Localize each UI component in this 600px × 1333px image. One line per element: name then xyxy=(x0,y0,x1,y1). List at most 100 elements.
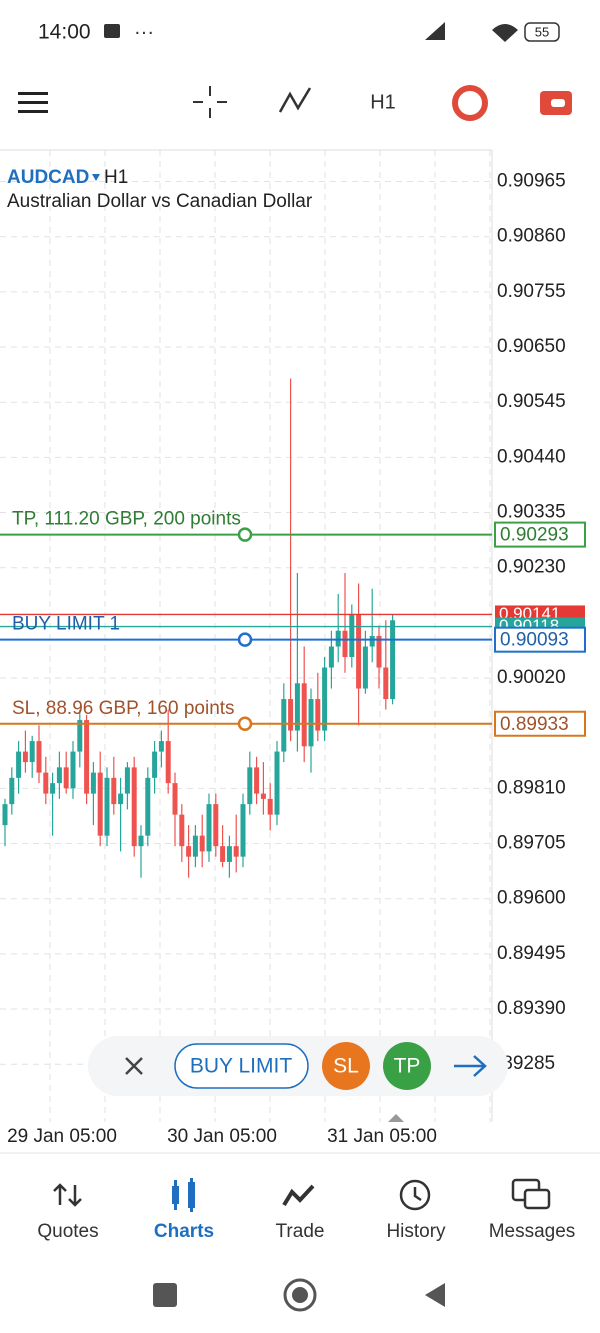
candle-body xyxy=(240,804,246,857)
candle-body xyxy=(383,667,389,700)
sl-button[interactable] xyxy=(322,1042,370,1090)
candle-body xyxy=(213,804,219,847)
candle-body xyxy=(220,846,226,862)
level-price-box xyxy=(494,521,586,548)
symbol-dropdown[interactable] xyxy=(92,174,100,181)
y-tick-label: 0.90860 xyxy=(497,226,566,247)
candle-body xyxy=(43,772,49,794)
y-tick-label: 0.90335 xyxy=(497,502,566,523)
candle-body xyxy=(63,767,69,789)
candle-body xyxy=(342,630,348,658)
objects-button[interactable] xyxy=(452,85,488,121)
history-hand xyxy=(413,1187,422,1202)
menu-button[interactable] xyxy=(18,92,48,113)
x-tick-label: 30 Jan 05:00 xyxy=(167,1126,277,1147)
recents-button[interactable] xyxy=(153,1283,177,1307)
y-tick-label: 0.90440 xyxy=(497,446,566,467)
nav-label[interactable]: Quotes xyxy=(37,1221,98,1242)
charts-icon[interactable] xyxy=(172,1178,195,1212)
candle-body xyxy=(349,614,355,658)
next-button[interactable] xyxy=(454,1055,487,1077)
level-price: 0.89933 xyxy=(500,714,569,735)
candle-body xyxy=(36,741,42,773)
y-tick-label: 0.89600 xyxy=(497,888,566,909)
chart: 0.90965 0.90860 0.90755 0.90650 0.90545 0.904… xyxy=(0,150,586,1147)
chart-timeframe: H1 xyxy=(104,167,128,188)
status-icon xyxy=(104,24,120,38)
candle-body xyxy=(50,783,56,794)
sl-label[interactable]: SL xyxy=(333,1055,359,1078)
nav-label[interactable]: History xyxy=(386,1221,446,1242)
candle-body xyxy=(138,835,144,847)
candle-body xyxy=(172,783,178,815)
messages-icon-back xyxy=(523,1188,551,1210)
close-button[interactable] xyxy=(125,1057,143,1075)
candle-body xyxy=(294,683,300,731)
indicators-button[interactable] xyxy=(278,87,312,113)
candle-body xyxy=(233,846,239,857)
y-tick-label: .89285 xyxy=(497,1053,555,1074)
order-type-button[interactable] xyxy=(174,1043,309,1089)
crosshair-button[interactable] xyxy=(193,86,227,118)
nav-label[interactable]: Charts xyxy=(154,1221,214,1242)
candle-body xyxy=(260,793,266,799)
home-dot xyxy=(292,1287,308,1303)
candle-body xyxy=(158,741,164,752)
tp-label[interactable]: TP xyxy=(394,1055,421,1078)
y-tick-label: 0.90965 xyxy=(497,171,566,192)
y-tick-label: 0.89810 xyxy=(497,777,566,798)
candle-body xyxy=(16,751,22,778)
order-type[interactable]: BUY LIMIT xyxy=(190,1055,292,1078)
candle-body xyxy=(97,772,103,836)
level-price: 0.90093 xyxy=(500,630,569,651)
candle-body xyxy=(362,646,368,689)
quotes-icon[interactable] xyxy=(53,1183,82,1207)
timeframe-button[interactable]: H1 xyxy=(370,91,396,113)
candle-body xyxy=(29,741,35,763)
candle-body xyxy=(335,630,341,647)
y-tick-label: 0.90545 xyxy=(497,391,566,412)
trade-icon xyxy=(551,99,565,107)
nav-label[interactable]: Trade xyxy=(276,1221,325,1242)
tp-button[interactable] xyxy=(383,1042,431,1090)
candle-body xyxy=(131,767,137,847)
level-price-box xyxy=(494,710,586,737)
y-tick-label: 0.89390 xyxy=(497,998,566,1019)
y-tick-label: 0.90650 xyxy=(497,336,566,357)
symbol[interactable]: AUDCAD xyxy=(7,167,89,188)
candle-body xyxy=(301,683,307,747)
candle-body xyxy=(206,804,212,852)
status-dots: ··· xyxy=(134,21,154,43)
level-label: TP, 111.20 GBP, 200 points xyxy=(12,509,241,530)
candle-body xyxy=(226,846,232,862)
back-button[interactable] xyxy=(425,1283,445,1307)
wifi-icon xyxy=(492,24,518,42)
x-tick-label: 31 Jan 05:00 xyxy=(327,1126,437,1147)
candle-body xyxy=(111,777,117,805)
candle-body xyxy=(281,699,287,752)
level-label: SL, 88.96 GBP, 160 points xyxy=(12,698,235,719)
candle-body xyxy=(165,741,171,784)
candle-body xyxy=(90,772,96,794)
nav-label[interactable]: Messages xyxy=(489,1221,576,1242)
candle-body xyxy=(56,767,62,784)
trade-icon[interactable] xyxy=(282,1184,315,1207)
candle-body xyxy=(22,751,28,763)
y-tick-label: 0.89495 xyxy=(497,943,566,964)
history-icon[interactable] xyxy=(399,1179,431,1211)
home-button[interactable] xyxy=(283,1278,317,1312)
level-handle[interactable] xyxy=(237,527,253,542)
level-handle[interactable] xyxy=(237,632,253,647)
signal-icon xyxy=(425,22,445,40)
y-tick-label: 0.90230 xyxy=(497,557,566,578)
symbol-description: Australian Dollar vs Canadian Dollar xyxy=(7,191,313,212)
level-handle[interactable] xyxy=(237,716,253,731)
candle-body xyxy=(9,777,15,805)
y-tick-label: 0.90020 xyxy=(497,667,566,688)
candle-body xyxy=(328,646,334,668)
y-tick-label: 0.90755 xyxy=(497,281,566,302)
candle-body xyxy=(179,814,185,847)
candle-body xyxy=(390,620,396,700)
candle-body xyxy=(254,767,260,794)
candle-body xyxy=(152,751,158,778)
